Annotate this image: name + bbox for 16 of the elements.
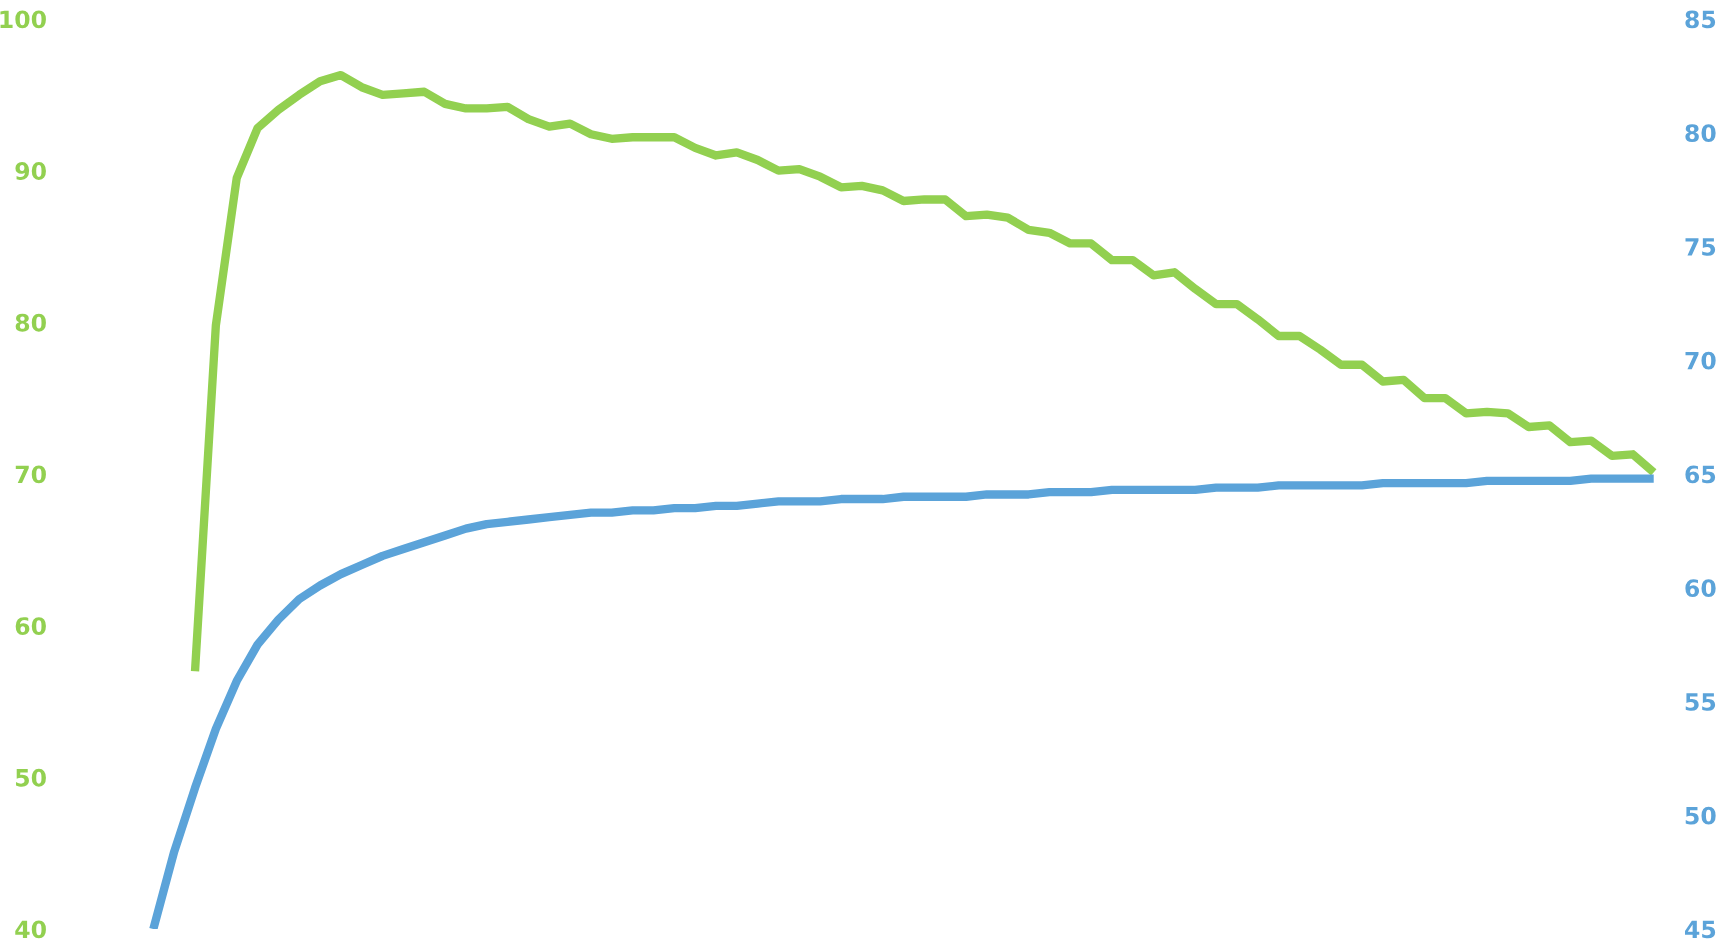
y-tick-label: 60 <box>15 617 46 635</box>
y2-tick-label: 65 <box>1685 465 1716 484</box>
y2-tick-label: 55 <box>1685 693 1716 711</box>
y2-tick-label: 80 <box>1685 124 1716 143</box>
y-tick-label: 80 <box>15 313 46 332</box>
y2-tick-label: 45 <box>1684 920 1716 939</box>
y-tick-label: 90 <box>15 162 46 180</box>
y2-tick-label: 50 <box>1685 806 1716 825</box>
y2-tick-label: 85 <box>1685 10 1716 29</box>
y2-tick-label: 60 <box>1685 579 1716 598</box>
y-tick-label: 100 <box>0 10 46 29</box>
y2-tick-label: 70 <box>1685 351 1716 370</box>
y-tick-label: 40 <box>15 920 46 939</box>
y-tick-label: 70 <box>15 465 46 484</box>
y2-tick-label: 75 <box>1685 238 1716 256</box>
y-tick-label: 50 <box>16 768 46 787</box>
